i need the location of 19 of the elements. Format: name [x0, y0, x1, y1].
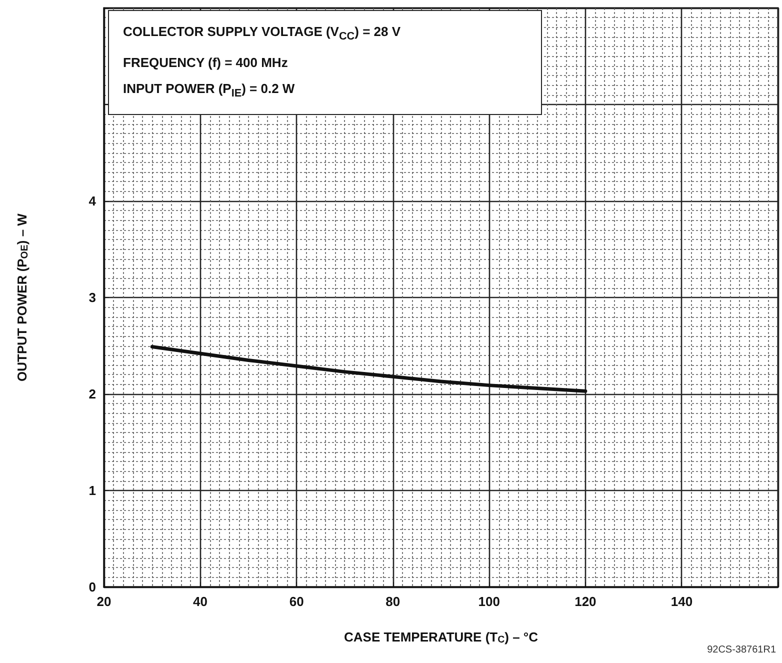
y-tick-label: 3 [88, 290, 96, 305]
x-tick-label: 140 [670, 594, 693, 609]
line-series [150, 344, 588, 393]
note-box: COLLECTOR SUPPLY VOLTAGE (V$_{CC}$) = 28 V FREQUENCY (f) = 400 MHz INPUT POWER (P$_{IE}$) = 0.2 W [108, 10, 542, 116]
y-tick-label: 0 [88, 580, 96, 594]
annotation: FREQUENCY (f) = 400 MHz [123, 54, 289, 72]
text: 92CS-38761R1 [707, 644, 776, 656]
x-tick-label: 60 [289, 594, 304, 609]
x-tick-label: 100 [478, 594, 500, 609]
annotation: INPUT POWER (P$_{IE}$) = 0.2 W [123, 80, 296, 102]
annotation: COLLECTOR SUPPLY VOLTAGE (V$_{CC}$) = 28 V [123, 23, 402, 45]
x-tick-label: 80 [386, 594, 400, 609]
x-tick-label: 20 [96, 594, 112, 609]
y-tick-label: 2 [88, 386, 96, 402]
y-axis-title: OUTPUT POWER (POE) – W [14, 212, 30, 382]
y-tick-label: 4 [88, 194, 97, 208]
x-tick-label: 40 [193, 594, 208, 609]
x-tick-label: 120 [574, 594, 596, 609]
y-tick-label: 1 [88, 483, 96, 498]
